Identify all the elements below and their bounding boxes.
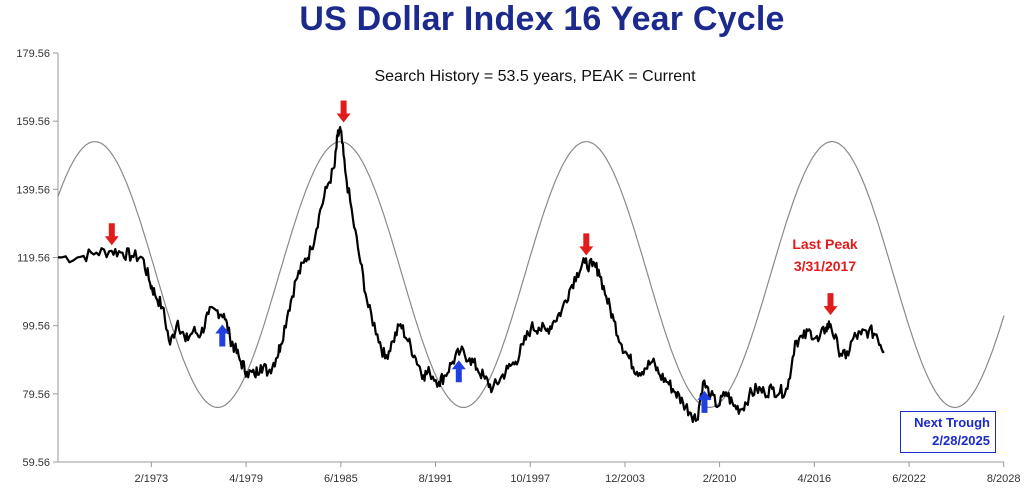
y-tick-label: 79.56	[22, 389, 50, 401]
trough-arrow-icon	[215, 324, 230, 347]
chart-subtitle: Search History = 53.5 years, PEAK = Curr…	[374, 68, 696, 85]
x-tick-label: 10/1997	[510, 473, 550, 485]
trough-arrow-icon	[451, 360, 466, 383]
last-peak-date: 3/31/2017	[793, 258, 857, 274]
chart-title: US Dollar Index 16 Year Cycle	[299, 0, 785, 38]
next-trough-box: Next Trough 2/28/2025	[900, 411, 996, 453]
peak-arrow-icon	[823, 293, 838, 316]
x-tick-label: 4/1979	[229, 473, 263, 485]
x-tick-label: 2/2010	[703, 473, 737, 485]
y-tick-label: 119.56	[17, 253, 50, 265]
x-tick-label: 2/1973	[135, 473, 169, 485]
x-tick-label: 8/1991	[419, 473, 453, 485]
y-tick-label: 139.56	[16, 184, 50, 196]
next-trough-date: 2/28/2025	[932, 433, 990, 448]
x-tick-label: 6/2022	[892, 473, 926, 485]
y-tick-label: 99.56	[22, 321, 50, 333]
peak-arrow-icon	[336, 100, 351, 123]
y-tick-label: 159.56	[16, 116, 50, 128]
next-trough-label: Next Trough	[914, 415, 990, 430]
last-peak-annotation: Last Peak 3/31/2017	[770, 233, 880, 277]
peak-arrow-icon	[579, 233, 594, 256]
x-tick-label: 12/2003	[605, 473, 645, 485]
peak-arrow-icon	[104, 223, 119, 246]
cycle-sine-line	[57, 140, 1005, 409]
trough-arrow-icon	[697, 390, 712, 413]
x-tick-label: 4/2016	[798, 473, 832, 485]
x-tick-label: 8/2028	[987, 473, 1021, 485]
y-tick-label: 59.56	[22, 457, 50, 469]
dollar-index-line	[58, 126, 885, 423]
y-tick-label: 179.56	[16, 48, 50, 60]
x-tick-label: 6/1985	[324, 473, 358, 485]
last-peak-label: Last Peak	[792, 236, 858, 252]
